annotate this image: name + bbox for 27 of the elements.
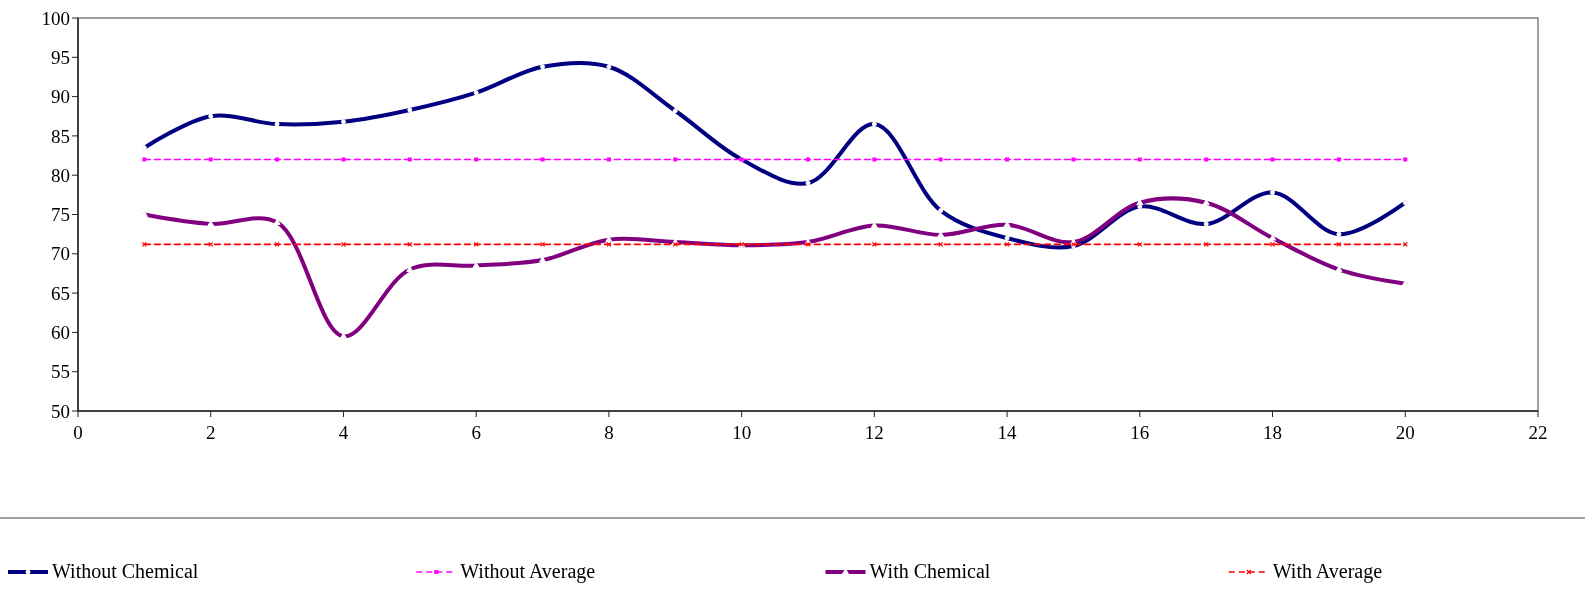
x-tick-label: 16 <box>1130 422 1150 443</box>
legend-label: Without Chemical <box>52 560 199 582</box>
y-tick-label: 60 <box>51 322 70 344</box>
x-tick-label: 0 <box>73 422 83 443</box>
x-tick-label: 6 <box>471 422 481 443</box>
y-tick-label: 100 <box>41 7 70 29</box>
y-tick-label: 50 <box>51 400 70 422</box>
x-tick-label: 14 <box>997 422 1018 443</box>
x-tick-label: 18 <box>1263 422 1283 443</box>
y-tick-label: 55 <box>51 361 70 383</box>
y-tick-label: 80 <box>51 164 70 186</box>
x-tick-label: 12 <box>864 422 884 443</box>
x-tick-label: 22 <box>1528 422 1548 443</box>
y-tick-label: 95 <box>51 46 70 68</box>
y-tick-label: 75 <box>51 204 70 226</box>
legend-label: With Chemical <box>869 560 991 582</box>
y-tick-label: 65 <box>51 282 70 304</box>
legend-label: Without Average <box>460 560 596 583</box>
x-tick-label: 8 <box>604 422 614 443</box>
x-tick-label: 20 <box>1395 422 1415 443</box>
legend-label: With Average <box>1272 560 1383 583</box>
x-tick-label: 4 <box>338 422 349 443</box>
y-tick-label: 70 <box>51 243 70 265</box>
y-tick-label: 85 <box>51 125 70 147</box>
y-tick-label: 90 <box>51 86 70 108</box>
x-tick-label: 2 <box>205 422 216 443</box>
x-tick-label: 10 <box>732 422 752 443</box>
